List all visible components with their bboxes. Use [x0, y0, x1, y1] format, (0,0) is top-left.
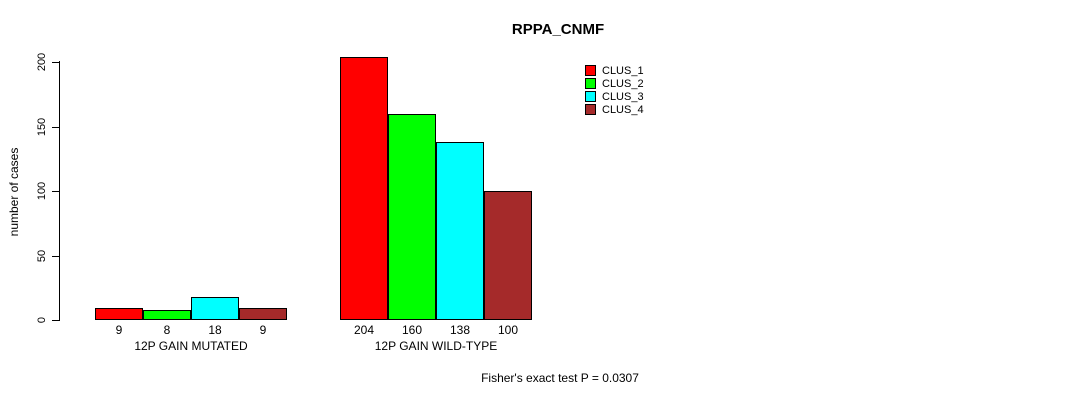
y-axis-tick-label: 0: [36, 316, 48, 324]
y-axis-label: number of cases: [7, 147, 21, 237]
bar-value-label: 8: [163, 323, 171, 337]
chart-title: RPPA_CNMF: [511, 21, 605, 38]
bar-value-label: 160: [401, 323, 423, 337]
legend-label: CLUS_2: [602, 77, 644, 90]
y-axis-tick-label: 50: [36, 249, 48, 262]
legend: CLUS_1 CLUS_2 CLUS_3 CLUS_4: [585, 64, 644, 116]
annotation-text: Fisher's exact test P = 0.0307: [481, 371, 639, 385]
bar-CLUS_1: [95, 308, 143, 320]
legend-label: CLUS_1: [602, 64, 644, 77]
y-axis-tick: [52, 126, 60, 128]
bar-CLUS_1: [340, 57, 388, 320]
x-group-label: 12P GAIN MUTATED: [134, 339, 248, 353]
legend-swatch-icon: [585, 78, 596, 89]
y-axis-tick-label: 100: [36, 181, 48, 201]
y-axis-tick: [52, 255, 60, 257]
legend-swatch-icon: [585, 65, 596, 76]
y-axis-tick: [52, 62, 60, 63]
bar-CLUS_3: [436, 142, 484, 320]
bar-CLUS_4: [484, 191, 532, 320]
bar-value-label: 100: [497, 323, 519, 337]
legend-label: CLUS_3: [602, 90, 644, 103]
legend-item-CLUS_3: CLUS_3: [585, 90, 644, 103]
bar-value-label: 138: [449, 323, 471, 337]
bar-CLUS_2: [388, 114, 436, 320]
bar-CLUS_4: [239, 308, 287, 320]
bar-value-label: 9: [115, 323, 123, 337]
legend-label: CLUS_4: [602, 103, 644, 116]
legend-swatch-icon: [585, 104, 596, 115]
bar-CLUS_3: [191, 297, 239, 320]
legend-item-CLUS_1: CLUS_1: [585, 64, 644, 77]
legend-item-CLUS_2: CLUS_2: [585, 77, 644, 90]
y-axis-tick-label: 150: [36, 117, 48, 136]
y-axis-tick: [52, 191, 60, 192]
bar-value-label: 204: [353, 323, 375, 337]
legend-item-CLUS_4: CLUS_4: [585, 103, 644, 116]
y-axis-tick: [52, 320, 60, 321]
bar-value-label: 9: [259, 323, 267, 337]
bar-CLUS_2: [143, 310, 191, 320]
legend-swatch-icon: [585, 91, 596, 102]
y-axis-tick-label: 200: [36, 52, 48, 72]
bar-value-label: 18: [208, 323, 222, 337]
x-group-label: 12P GAIN WILD-TYPE: [374, 339, 498, 353]
